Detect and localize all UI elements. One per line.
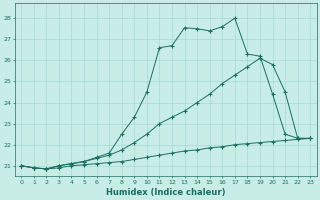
X-axis label: Humidex (Indice chaleur): Humidex (Indice chaleur) (106, 188, 226, 197)
